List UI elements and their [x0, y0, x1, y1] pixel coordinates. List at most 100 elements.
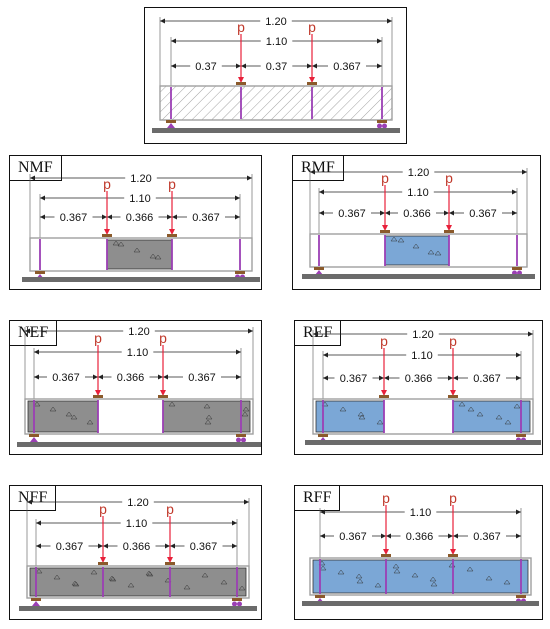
segment-arrow-icon [235, 214, 240, 220]
overall-span-arrow-left-icon [25, 328, 30, 334]
segment-arrow-icon [385, 210, 390, 216]
aggregate-icon [65, 411, 73, 417]
aggregate-icon [108, 575, 116, 581]
support-plate [315, 595, 325, 598]
load-label-1: p [103, 176, 111, 192]
segment-arrow-icon [448, 375, 453, 381]
load-label-2: p [159, 330, 167, 346]
overall-span-arrow-right-icon [247, 175, 252, 181]
overall-span-label: 1.20 [412, 329, 433, 341]
aggregate-icon [112, 240, 120, 246]
concrete-fill [106, 239, 173, 270]
segment-label-2: 0.366 [406, 531, 434, 543]
support-span-arrow-left-icon [171, 38, 176, 44]
support-plate [314, 267, 324, 270]
load-plate [380, 230, 390, 233]
aggregate-icon [145, 570, 153, 576]
load-plate [448, 554, 458, 557]
ground-base [19, 606, 257, 611]
load-label-2: p [449, 490, 457, 506]
segment-arrow-icon [34, 374, 39, 380]
concrete-fill [29, 567, 247, 597]
load-arrow-icon [100, 557, 106, 563]
load-label-1: p [99, 501, 107, 517]
support-span-label: 1.10 [126, 518, 147, 530]
segment-arrow-icon [512, 210, 517, 216]
segment-arrow-icon [167, 214, 172, 220]
support-span-arrow-right-icon [516, 352, 521, 358]
segment-label-3-bg [187, 211, 225, 224]
segment-arrow-icon [36, 543, 41, 549]
segment-arrow-icon [319, 210, 324, 216]
segment-label-1-bg [54, 211, 93, 224]
segment-arrow-icon [312, 63, 317, 69]
segment-label-3-bg [468, 372, 506, 385]
load-label-2: p [166, 501, 174, 517]
aggregate-icon [204, 419, 212, 425]
aggregate-icon [127, 582, 135, 588]
support-span-arrow-right-icon [512, 189, 517, 195]
support-span-arrow-left-icon [320, 509, 325, 515]
roller-support-icon [237, 601, 242, 607]
segment-label-2-bg [398, 207, 436, 220]
overall-span-arrow-left-icon [313, 331, 318, 337]
aggregate-icon [154, 254, 162, 260]
load-plate [444, 230, 454, 233]
segment-arrow-icon [103, 543, 108, 549]
overall-span-label: 1.20 [265, 16, 286, 28]
load-arrow-icon [104, 229, 110, 235]
segment-label-3: 0.367 [333, 61, 361, 73]
aggregate-icon [319, 565, 327, 571]
overall-span-arrow-left-icon [30, 175, 35, 181]
segment-arrow-icon [93, 374, 98, 380]
ground-base [152, 128, 400, 133]
segment-label-1: 0.367 [60, 212, 88, 224]
load-label-2: p [449, 333, 457, 349]
segment-label-1: 0.367 [339, 531, 367, 543]
segment-arrow-icon [384, 375, 389, 381]
segment-arrow-icon [380, 210, 385, 216]
segment-arrow-icon [444, 210, 449, 216]
support-span-label-bg [402, 186, 434, 199]
load-arrow-icon [95, 390, 101, 396]
support-plate [29, 434, 39, 437]
segment-label-3: 0.367 [192, 212, 220, 224]
segment-label-3: 0.367 [473, 373, 501, 385]
diagram-nff: NFF 1.20 1.10 0.367 0.366 0.367 p p [9, 485, 262, 620]
load-plate [93, 395, 103, 398]
diagram-label: NEF [9, 320, 58, 346]
load-arrow-icon [446, 225, 452, 231]
load-arrow-icon [381, 390, 387, 396]
concrete-fill [452, 400, 531, 433]
aggregate-icon [504, 419, 512, 425]
ground-base [17, 442, 261, 447]
segment-arrow-icon [236, 374, 241, 380]
diagram-label: RFF [294, 485, 341, 511]
segment-label-3: 0.367 [188, 372, 216, 384]
segment-arrow-icon [516, 533, 521, 539]
load-arrow-icon [450, 549, 456, 555]
support-span-arrow-left-icon [323, 352, 328, 358]
diagram-label: NMF [9, 155, 62, 181]
segment-label-3-bg [184, 540, 223, 553]
aggregate-icon [393, 568, 401, 574]
pin-support-icon [30, 437, 38, 442]
aggregate-icon [374, 582, 382, 588]
roller-support-icon [377, 123, 382, 129]
support-plate [516, 434, 526, 437]
roller-support-icon [382, 123, 387, 129]
support-span-label: 1.10 [407, 187, 428, 199]
aggregate-icon [355, 573, 363, 579]
segment-label-1: 0.367 [56, 541, 84, 553]
segment-label-1: 0.37 [195, 61, 216, 73]
segment-arrow-icon [381, 533, 386, 539]
segment-label-3: 0.367 [190, 541, 218, 553]
support-plate [236, 434, 246, 437]
segment-arrow-icon [320, 533, 325, 539]
segment-label-2-bg [120, 211, 159, 224]
load-arrow-icon [167, 557, 173, 563]
overall-span-arrow-right-icon [244, 499, 249, 505]
load-arrow-icon [450, 390, 456, 396]
support-plate [318, 434, 328, 437]
support-span-label: 1.10 [127, 347, 148, 359]
